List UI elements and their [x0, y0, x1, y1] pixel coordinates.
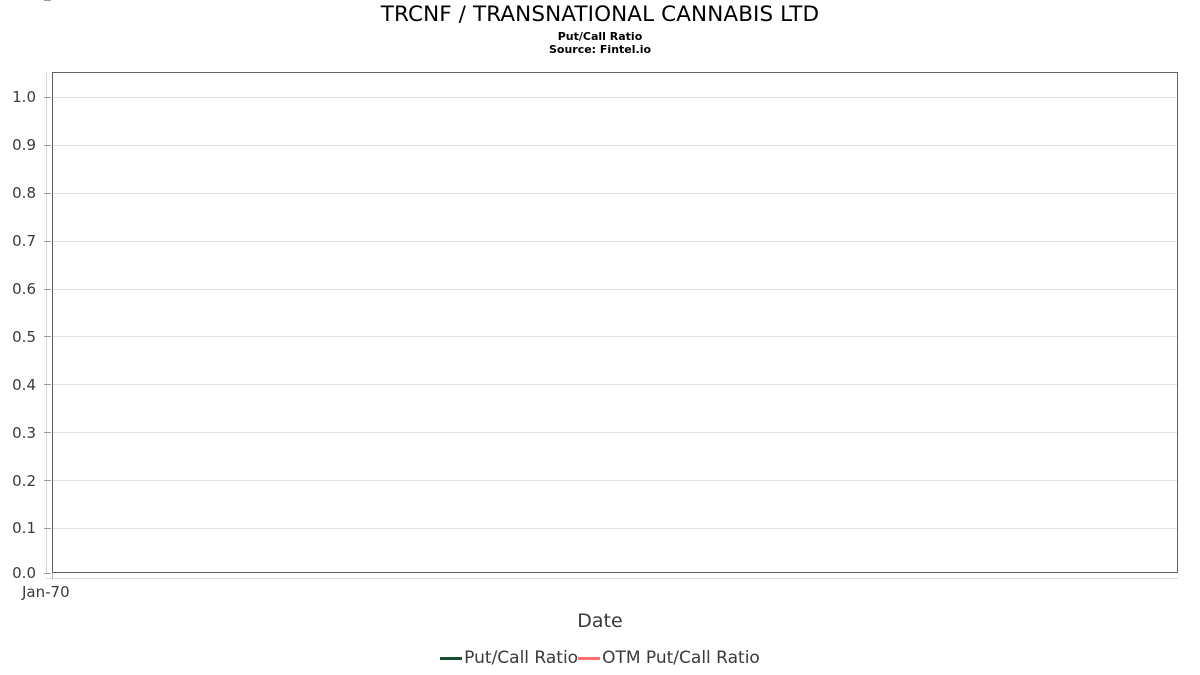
chart-header: TRCNF / TRANSNATIONAL CANNABIS LTD Put/C…	[0, 0, 1200, 56]
y-tick-mark	[44, 241, 51, 242]
gridline	[53, 193, 1177, 194]
legend-item-label: OTM Put/Call Ratio	[602, 648, 760, 668]
y-axis-label: 0.5	[12, 328, 36, 346]
gridline	[53, 384, 1177, 385]
y-tick-mark	[44, 145, 51, 146]
chart-source: Source: Fintel.io	[548, 43, 652, 56]
y-tick-mark	[44, 0, 51, 1]
legend-line-icon	[440, 656, 463, 660]
y-axis-label: 0.4	[12, 376, 36, 394]
gridline	[53, 432, 1177, 433]
legend-item-otm-put-call-ratio[interactable]: OTM Put/Call Ratio	[578, 648, 760, 668]
y-tick-mark	[44, 573, 51, 574]
y-tick-mark	[44, 336, 51, 337]
y-axis-label: 1.0	[12, 88, 36, 106]
y-tick-mark	[44, 528, 51, 529]
y-axis-label: 0.9	[12, 136, 36, 154]
y-axis-label: 0.2	[12, 472, 36, 490]
x-axis-line	[46, 578, 1178, 579]
y-tick-mark	[44, 97, 51, 98]
gridline	[53, 480, 1177, 481]
gridline	[53, 241, 1177, 242]
y-tick-mark	[44, 193, 51, 194]
y-tick-mark	[44, 384, 51, 385]
gridline	[53, 145, 1177, 146]
x-tick-mark	[52, 573, 53, 579]
y-axis-label: 0.3	[12, 424, 36, 442]
plot-area	[52, 72, 1178, 573]
gridline	[53, 97, 1177, 98]
y-tick-mark	[44, 432, 51, 433]
y-tick-mark	[44, 289, 51, 290]
legend-line-icon	[578, 656, 601, 660]
x-axis-tick-label: Jan-70	[22, 583, 70, 601]
x-axis-title: Date	[577, 610, 623, 632]
chart-title: TRCNF / TRANSNATIONAL CANNABIS LTD	[380, 2, 820, 27]
legend-item-label: Put/Call Ratio	[464, 648, 579, 668]
y-axis-label: 0.0	[12, 564, 36, 582]
plot-surface	[53, 73, 1177, 572]
y-axis-label: 0.1	[12, 519, 36, 537]
legend-item-put-call-ratio[interactable]: Put/Call Ratio	[440, 648, 578, 668]
gridline	[53, 528, 1177, 529]
chart-subtitle: Put/Call Ratio	[557, 30, 643, 43]
chart-legend: Put/Call Ratio OTM Put/Call Ratio	[0, 648, 1200, 668]
y-axis-label: 0.7	[12, 232, 36, 250]
gridline	[53, 289, 1177, 290]
series-layer	[53, 73, 1177, 572]
y-tick-mark	[44, 480, 51, 481]
y-axis-tick-rail	[46, 72, 47, 573]
y-axis-label: 0.8	[12, 184, 36, 202]
y-axis-label: 0.6	[12, 280, 36, 298]
gridline	[53, 336, 1177, 337]
